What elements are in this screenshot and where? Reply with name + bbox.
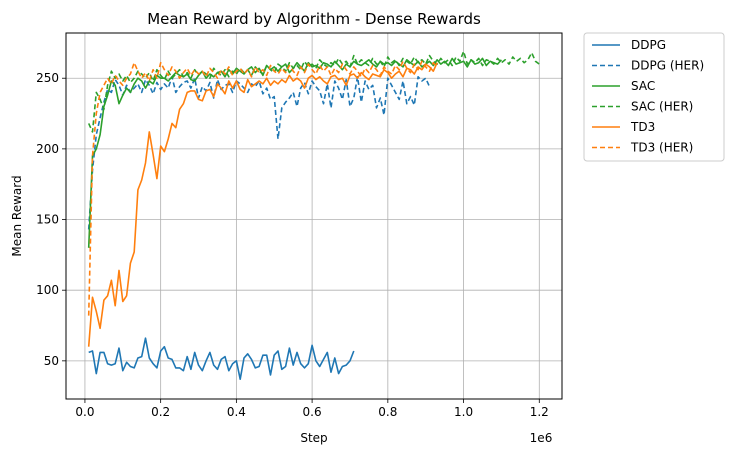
x-tick-label: 0.4	[227, 405, 246, 419]
y-tick-label: 200	[36, 142, 59, 156]
x-tick-label: 0.6	[303, 405, 322, 419]
legend-label-sac: SAC	[631, 79, 655, 93]
x-axis-label: Step	[300, 431, 327, 445]
x-tick-label: 0.2	[151, 405, 170, 419]
series-line-td3-her	[87, 60, 438, 316]
chart-title: Mean Reward by Algorithm - Dense Rewards	[147, 10, 481, 28]
y-tick-label: 100	[36, 283, 59, 297]
plot-frame	[65, 32, 563, 400]
series-layer	[87, 50, 540, 381]
x-tick-label: 0.8	[378, 405, 397, 419]
y-axis-ticks: 50 100 150 200 250	[36, 71, 66, 368]
y-tick-label: 50	[44, 354, 59, 368]
x-axis-ticks: 0.0 0.2 0.4 0.6 0.8 1.0 1.2	[75, 399, 549, 419]
legend-label-td3: TD3	[630, 120, 655, 134]
legend: DDPG DDPG (HER) SAC SAC (HER) TD3 TD3 (HER)	[583, 32, 725, 162]
x-axis-offset-label: 1e6	[530, 431, 553, 445]
y-axis-label: Mean Reward	[10, 175, 24, 256]
x-tick-label: 1.2	[530, 405, 549, 419]
x-tick-label: 1.0	[454, 405, 473, 419]
legend-label-ddpg: DDPG	[631, 38, 666, 52]
series-line-sac	[87, 57, 502, 248]
series-line-td3	[87, 62, 438, 347]
y-tick-label: 250	[36, 71, 59, 85]
legend-label-ddpg-her: DDPG (HER)	[631, 59, 704, 73]
series-line-ddpg-her	[87, 76, 431, 230]
y-tick-label: 150	[36, 213, 59, 227]
x-tick-label: 0.0	[75, 405, 94, 419]
series-line-ddpg	[88, 337, 355, 381]
legend-label-sac-her: SAC (HER)	[631, 100, 693, 114]
series-line-sac-her	[87, 50, 540, 133]
legend-label-td3-her: TD3 (HER)	[630, 141, 693, 155]
